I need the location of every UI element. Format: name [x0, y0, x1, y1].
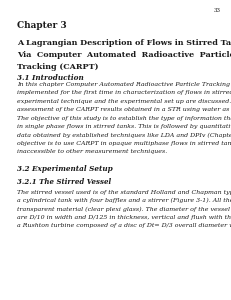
Text: The stirred vessel used is of the standard Holland and Chapman type (1966) consi: The stirred vessel used is of the standa…: [17, 190, 231, 195]
Text: 33: 33: [214, 8, 221, 14]
Text: transparent material (clear plexi glass). The diameter of the vessel is D=0.2m. : transparent material (clear plexi glass)…: [17, 206, 231, 212]
Text: Chapter 3: Chapter 3: [17, 21, 67, 30]
Text: in single phase flows in stirred tanks. This is followed by quantitative compari: in single phase flows in stirred tanks. …: [17, 124, 231, 129]
Text: The objective of this study is to establish the type of information that CARPT c: The objective of this study is to establ…: [17, 116, 231, 121]
Text: data obtained by established techniques like LDA and DPIv (Chapter 4). The ultim: data obtained by established techniques …: [17, 132, 231, 138]
Text: inaccessible to other measurement techniques.: inaccessible to other measurement techni…: [17, 149, 167, 154]
Text: In this chapter Computer Automated Radioactive Particle Tracking (CARPT) is: In this chapter Computer Automated Radio…: [17, 82, 231, 87]
Text: Via  Computer  Automated  Radioactive  Particle: Via Computer Automated Radioactive Parti…: [17, 51, 231, 59]
Text: experimental technique and the experimental set up are discussed. A qualitative: experimental technique and the experimen…: [17, 99, 231, 104]
Text: 3.2.1 The Stirred Vessel: 3.2.1 The Stirred Vessel: [17, 178, 111, 187]
Text: a Rushton turbine composed of a disc of Dt= D/3 overall diameter with six rectan: a Rushton turbine composed of a disc of …: [17, 223, 231, 228]
Text: implemented for the first time in characterization of flows in stirred tanks. Bo: implemented for the first time in charac…: [17, 90, 231, 95]
Text: assessment of the CARPT results obtained in a STR using water as the fluid is pr: assessment of the CARPT results obtained…: [17, 107, 231, 112]
Text: 3.2 Experimental Setup: 3.2 Experimental Setup: [17, 165, 113, 173]
Text: A Lagrangian Description of Flows in Stirred Tanks: A Lagrangian Description of Flows in Sti…: [17, 39, 231, 47]
Text: a cylindrical tank with four baffles and a stirrer (Figure 3-1). All the parts a: a cylindrical tank with four baffles and…: [17, 198, 231, 203]
Text: 3.1 Introduction: 3.1 Introduction: [17, 74, 84, 82]
Text: objective is to use CARPT in opaque multiphase flows in stirred tanks at conditi: objective is to use CARPT in opaque mult…: [17, 141, 231, 146]
Text: are D/10 in width and D/125 in thickness, vertical and flush with the wall. The : are D/10 in width and D/125 in thickness…: [17, 215, 231, 220]
Text: Tracking (CARPT): Tracking (CARPT): [17, 63, 99, 71]
